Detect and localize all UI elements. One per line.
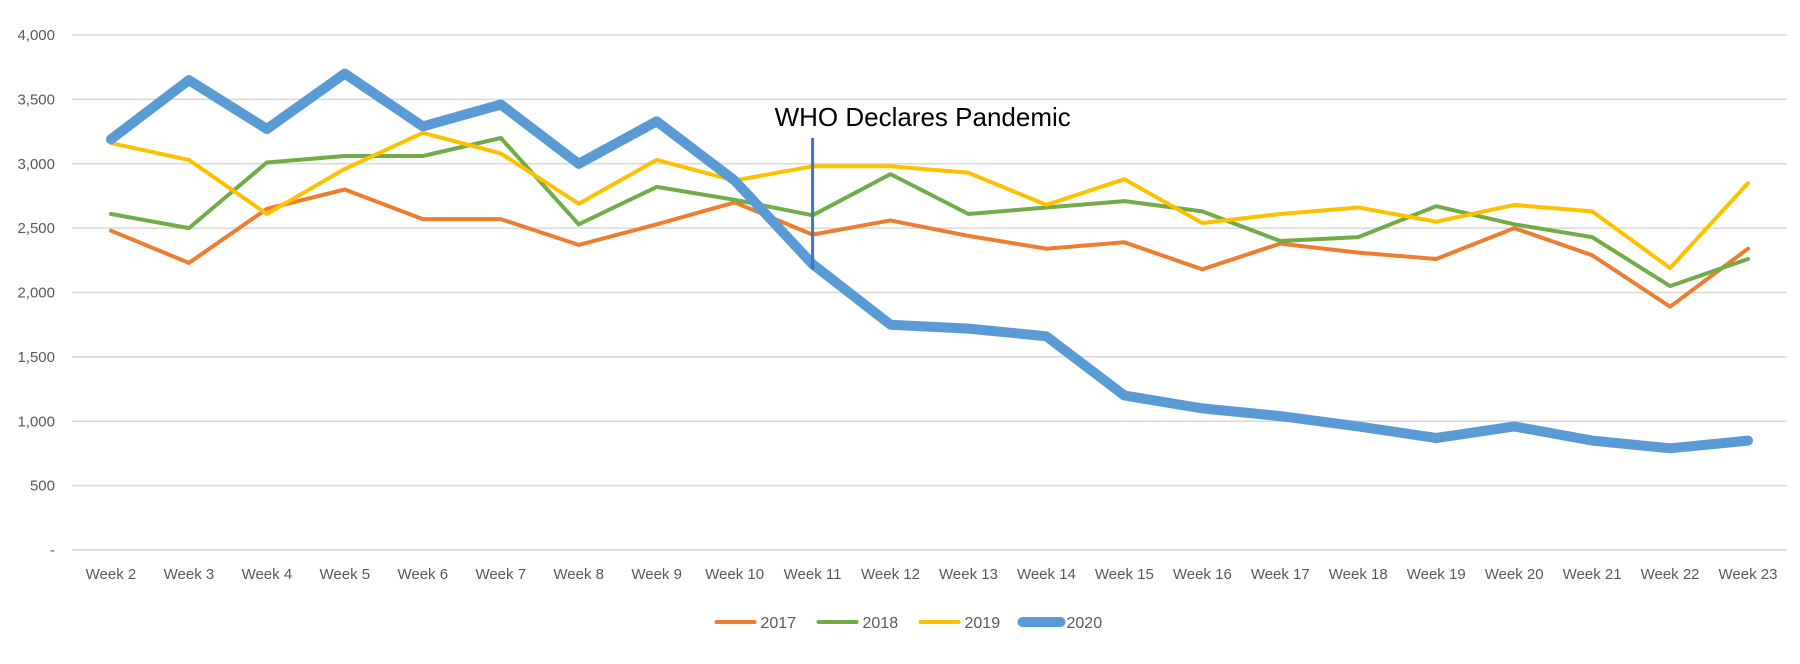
x-tick-label: Week 3 <box>164 566 215 583</box>
x-tick-label: Week 4 <box>242 566 293 583</box>
legend-item-2019: 2019 <box>918 615 1001 632</box>
x-tick-label: Week 18 <box>1329 566 1388 583</box>
series-line-2019 <box>109 130 1750 270</box>
x-axis-ticks: Week 2 Week 3 Week 4 Week 5 Week 6 Week 7 Week… <box>86 566 1778 583</box>
x-tick-label: Week 12 <box>861 566 920 583</box>
x-tick-label: Week 16 <box>1173 566 1232 583</box>
y-tick-label: 2,500 <box>17 220 55 237</box>
x-tick-label: Week 2 <box>86 566 137 583</box>
y-tick-label: 500 <box>30 478 55 495</box>
legend-label: 2020 <box>1067 615 1103 632</box>
x-tick-label: Week 19 <box>1407 566 1466 583</box>
legend-item-2020: 2020 <box>1017 615 1103 632</box>
series-line-2020 <box>106 68 1753 454</box>
x-tick-label: Week 21 <box>1563 566 1622 583</box>
y-tick-label: 2,000 <box>17 285 55 302</box>
legend-item-2017: 2017 <box>714 615 797 632</box>
x-tick-label: Week 6 <box>397 566 448 583</box>
x-tick-label: Week 14 <box>1017 566 1076 583</box>
x-tick-label: Week 7 <box>475 566 526 583</box>
x-tick-label: Week 5 <box>320 566 371 583</box>
x-tick-label: Week 8 <box>553 566 604 583</box>
y-tick-label: 4,000 <box>17 27 55 44</box>
x-tick-label: Week 17 <box>1251 566 1310 583</box>
y-tick-label: 3,500 <box>17 91 55 108</box>
y-tick-label: - <box>50 542 55 559</box>
y-tick-label: 3,000 <box>17 156 55 173</box>
series-lines <box>106 68 1753 454</box>
legend-item-2018: 2018 <box>816 615 899 632</box>
annotations: WHO Declares Pandemic <box>775 102 1071 270</box>
x-tick-label: Week 20 <box>1485 566 1544 583</box>
legend-label: 2017 <box>761 615 797 632</box>
y-tick-label: 1,500 <box>17 349 55 366</box>
legend-label: 2019 <box>965 615 1001 632</box>
legend-label: 2018 <box>863 615 899 632</box>
y-tick-label: 1,000 <box>17 413 55 430</box>
x-tick-label: Week 15 <box>1095 566 1154 583</box>
x-tick-label: Week 10 <box>705 566 764 583</box>
x-tick-label: Week 22 <box>1641 566 1700 583</box>
series-line-2018 <box>109 136 1750 289</box>
x-tick-label: Week 13 <box>939 566 998 583</box>
legend: 2017 2018 2019 2020 <box>714 615 1103 632</box>
series-line-2017 <box>109 187 1750 309</box>
x-tick-label: Week 11 <box>784 566 842 583</box>
x-tick-label: Week 9 <box>631 566 682 583</box>
x-tick-label: Week 23 <box>1719 566 1778 583</box>
annotation-label: WHO Declares Pandemic <box>775 102 1071 132</box>
y-axis-ticks: - 500 1,000 1,500 2,000 2,500 3,000 3,500 4,000 <box>17 27 55 559</box>
